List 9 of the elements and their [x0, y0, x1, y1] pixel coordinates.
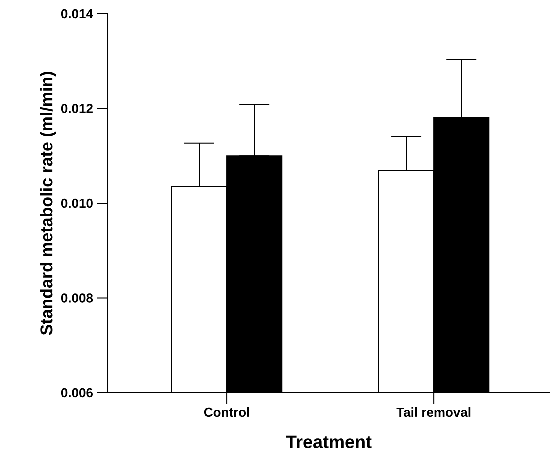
- x-tick-label: Control: [204, 408, 250, 418]
- y-axis-title: Standard metabolic rate (ml/min): [40, 72, 56, 336]
- y-tick-label: 0.014: [61, 9, 94, 19]
- y-tick-label: 0.008: [61, 294, 94, 303]
- y-tick-label: 0.010: [61, 198, 93, 208]
- x-axis-title: Treatment: [286, 436, 372, 448]
- x-tick-label: Tail removal: [396, 408, 471, 418]
- y-tick-label: 0.012: [61, 104, 93, 114]
- y-tick-label: 0.006: [61, 388, 93, 398]
